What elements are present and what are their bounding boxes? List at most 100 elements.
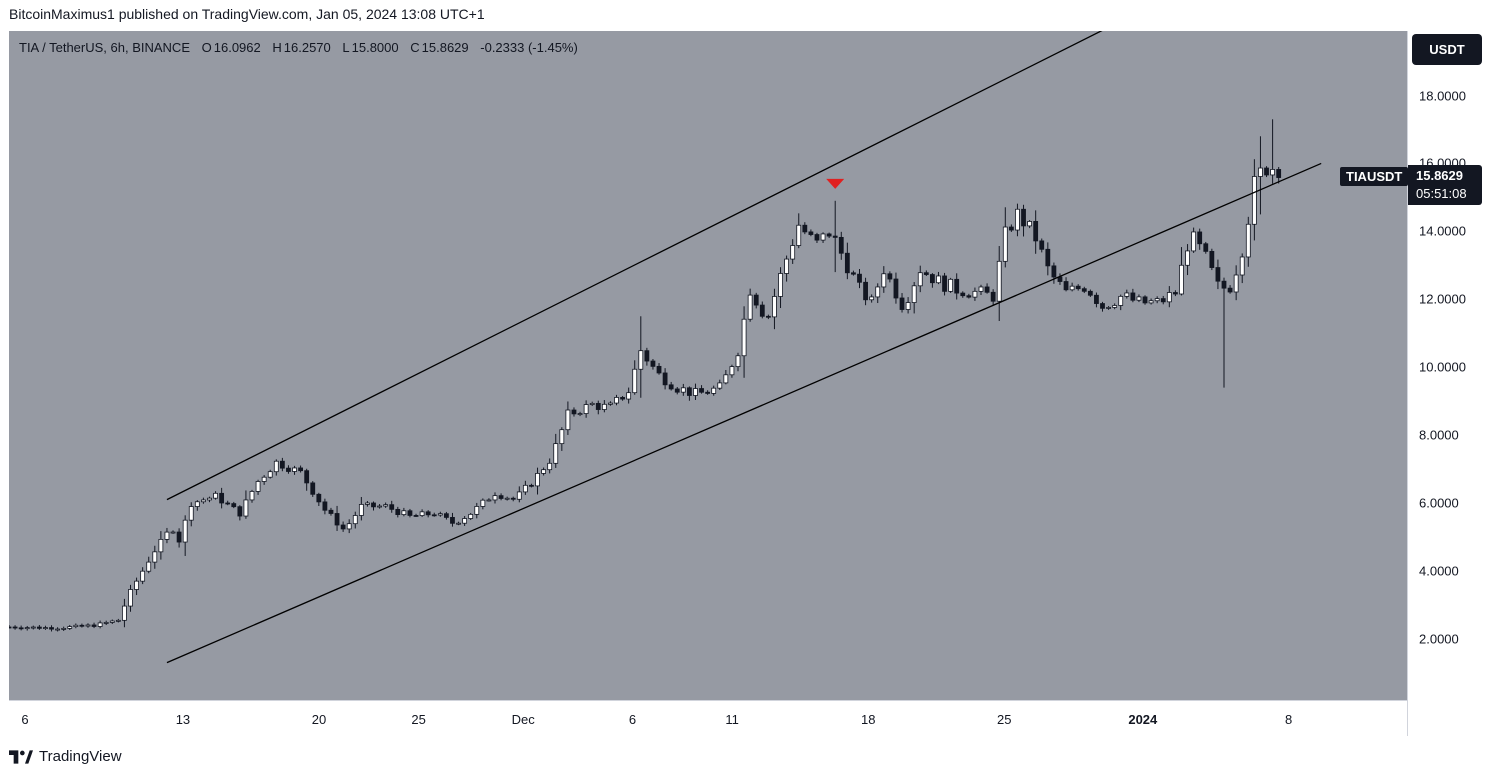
- price-axis[interactable]: [1407, 31, 1487, 736]
- candle-up: [535, 473, 540, 487]
- candle-up: [917, 272, 923, 287]
- candle-down: [79, 624, 85, 627]
- candle-up: [207, 497, 212, 501]
- price-tick-label: 12.0000: [1419, 291, 1466, 307]
- candle-up: [608, 402, 613, 405]
- candle-down: [656, 365, 662, 374]
- candle-down: [1063, 281, 1069, 291]
- candle-down: [687, 387, 692, 396]
- candle-down: [923, 272, 929, 275]
- candle-up: [188, 506, 194, 521]
- time-tick-label: 6: [628, 712, 637, 727]
- candle-down: [863, 281, 868, 301]
- candle-down: [644, 350, 650, 362]
- candle-up: [1118, 295, 1124, 306]
- channel-lower-line[interactable]: [166, 162, 1322, 664]
- candle-up: [383, 504, 389, 507]
- legend-close-key: C: [410, 40, 420, 55]
- candle-down: [298, 467, 304, 472]
- channel-upper-line[interactable]: [166, 24, 1115, 501]
- candle-up: [869, 296, 875, 301]
- candle-up: [559, 429, 565, 445]
- candle-down: [759, 304, 765, 317]
- time-tick-label: 25: [411, 712, 426, 727]
- bar-countdown: 05:51:08: [1416, 186, 1467, 201]
- candle-up: [255, 481, 261, 492]
- last-price-value: 15.8629: [1416, 168, 1463, 183]
- candle-up: [522, 484, 528, 493]
- candle-up: [996, 260, 1002, 302]
- candle-up: [772, 296, 777, 318]
- candle-down: [49, 627, 54, 630]
- candle-down: [668, 384, 674, 390]
- candle-down: [1033, 221, 1039, 242]
- candle-down: [510, 497, 516, 500]
- candle-up: [1027, 221, 1032, 227]
- candle-up: [614, 397, 619, 404]
- candle-up: [273, 460, 279, 473]
- candle-down: [1209, 250, 1215, 268]
- candle-up: [437, 513, 443, 516]
- candle-up: [85, 624, 91, 627]
- candle-down: [966, 295, 972, 298]
- time-axis[interactable]: [9, 700, 1407, 736]
- candle-up: [43, 627, 48, 629]
- candle-down: [340, 524, 346, 530]
- candle-up: [978, 286, 984, 292]
- time-tick-label: 11: [725, 712, 739, 727]
- candle-down: [12, 626, 18, 629]
- candle-up: [1069, 285, 1075, 291]
- candle-up: [170, 531, 176, 534]
- candle-down: [942, 275, 947, 292]
- price-tick-label: 8.0000: [1419, 427, 1459, 443]
- time-tick-label: 6: [21, 712, 29, 727]
- legend-change: -0.2333 (-1.45%): [480, 40, 578, 55]
- candle-up: [948, 278, 954, 292]
- candle-down: [1227, 287, 1233, 293]
- candle-up: [1251, 176, 1257, 225]
- candle-up: [243, 499, 249, 517]
- candle-up: [693, 388, 698, 396]
- plot-area[interactable]: [9, 31, 1407, 700]
- time-tick-label: 2024: [1128, 712, 1158, 727]
- candle-up: [1270, 169, 1275, 176]
- candle-down: [36, 626, 42, 629]
- candle-up: [1179, 264, 1184, 295]
- tradingview-brand[interactable]: TradingView: [9, 748, 122, 765]
- candle-up: [729, 366, 735, 376]
- candle-down: [316, 493, 322, 503]
- candle-up: [358, 504, 364, 516]
- time-tick-label: 25: [997, 712, 1012, 727]
- candle-down: [1160, 298, 1166, 303]
- candle-down: [407, 510, 413, 516]
- candle-up: [55, 628, 60, 631]
- candle-down: [832, 235, 838, 238]
- candle-down: [328, 509, 334, 514]
- currency-button[interactable]: USDT: [1412, 34, 1482, 65]
- candle-down: [705, 391, 711, 394]
- legend-low-value: 15.8000: [351, 40, 399, 55]
- red-triangle-down-marker: [826, 178, 845, 189]
- candle-up: [401, 510, 407, 515]
- candle-up: [626, 392, 632, 400]
- candle-down: [699, 388, 704, 393]
- candle-down: [91, 624, 97, 627]
- candle-down: [310, 482, 316, 495]
- candle-up: [875, 286, 881, 298]
- legend-symbol: TIA / TetherUS, 6h, BINANCE: [19, 40, 190, 55]
- candle-down: [443, 513, 449, 518]
- candle-down: [984, 286, 990, 293]
- publish-line: BitcoinMaximus1 published on TradingView…: [9, 6, 485, 22]
- candle-up: [346, 523, 352, 530]
- candle-down: [279, 460, 285, 469]
- candle-down: [814, 234, 820, 241]
- price-tick-label: 14.0000: [1419, 223, 1466, 239]
- candle-up: [577, 413, 583, 415]
- candle-up: [152, 551, 158, 563]
- candle-down: [1094, 294, 1099, 304]
- candle-up: [638, 350, 644, 370]
- candle-down: [765, 315, 771, 318]
- candle-up: [565, 409, 571, 431]
- candle-up: [589, 402, 595, 405]
- candle-down: [237, 506, 243, 517]
